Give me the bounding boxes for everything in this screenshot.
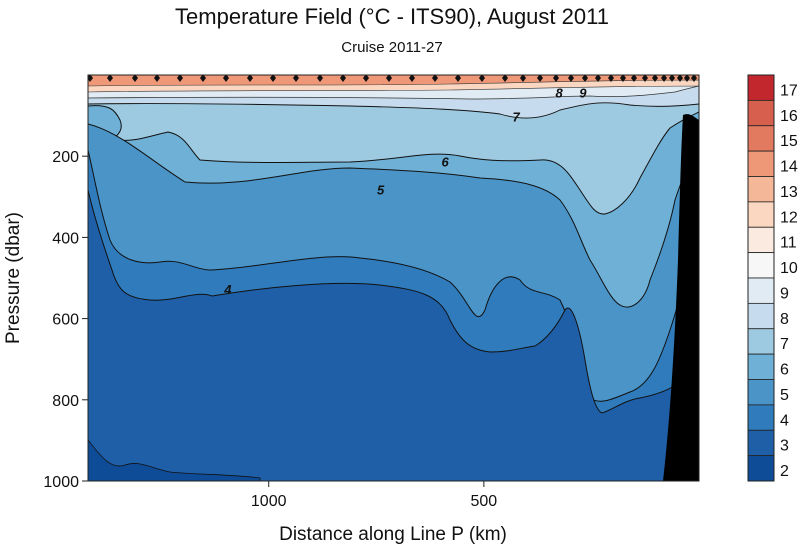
station-marker [684,75,690,82]
station-markers [88,75,697,82]
contour-label-5: 5 [377,183,385,198]
station-marker [537,75,543,82]
station-marker [652,75,658,82]
station-marker [386,75,392,82]
colorbar-label-16: 16 [780,108,798,125]
colorbar-label-3: 3 [780,438,789,455]
colorbar-frame [747,74,775,482]
contour-label-8: 8 [556,85,564,100]
station-marker [661,75,667,82]
plot-area [88,75,699,481]
station-marker [409,75,415,82]
colorbar-label-7: 7 [780,336,789,353]
colorbar-swatch-9 [747,302,775,330]
colorbar-swatch-10 [747,328,775,355]
contour-label-9: 9 [579,85,587,100]
x-tick-label-1: 500 [471,493,498,510]
colorbar-swatch-4 [747,176,775,203]
station-marker [293,75,299,82]
station-marker [669,75,675,82]
station-marker [608,75,614,82]
colorbar-label-12: 12 [780,209,798,226]
colorbar-swatch-6 [747,226,775,254]
station-marker [88,75,93,82]
plot-frame [87,74,700,482]
station-marker [317,75,323,82]
colorbar-label-9: 9 [780,285,789,302]
y-tick-label-0: 200 [52,149,79,166]
colorbar-swatch-0 [747,74,775,101]
colorbar-label-15: 15 [780,133,798,150]
station-marker [200,75,206,82]
station-marker [582,75,588,82]
x-tick-label-0: 1000 [251,493,287,510]
station-marker [223,75,229,82]
station-marker [340,75,346,82]
station-marker [677,75,683,82]
colorbar-label-11: 11 [780,235,797,252]
station-marker [363,75,369,82]
colorbar-swatch-3 [747,150,775,177]
station-marker [520,75,526,82]
x-axis-label: Distance along Line P (km) [279,524,507,545]
station-marker [642,75,648,82]
station-marker [154,75,160,82]
band-3-4 [88,189,699,481]
chart-subtitle: Cruise 2011-27 [341,39,442,56]
station-marker [479,75,485,82]
colorbar-label-6: 6 [780,362,789,379]
station-marker [620,75,626,82]
colorbar-label-14: 14 [780,159,798,176]
colorbar-label-10: 10 [780,260,798,277]
colorbar-swatch-7 [747,252,775,279]
colorbar-swatch-2 [747,125,775,152]
station-marker [595,75,601,82]
colorbar-swatch-13 [747,404,775,431]
station-marker [270,75,276,82]
colorbar-label-8: 8 [780,311,789,328]
colorbar-swatch-1 [747,99,775,127]
band-2-3 [88,439,261,481]
colorbar-swatch-14 [747,429,775,457]
station-marker [553,75,559,82]
station-marker [107,75,113,82]
colorbar-swatch-15 [747,455,775,482]
station-marker [455,75,461,82]
colorbar-swatch-11 [747,353,775,380]
colorbar-label-13: 13 [780,184,798,201]
colorbar-label-5: 5 [780,387,789,404]
y-axis-ticks: 200 400 600 800 1000 [43,149,88,491]
y-tick-label-4: 1000 [43,474,79,491]
station-marker [631,75,637,82]
y-axis-label: Pressure (dbar) [3,212,24,344]
chart-title: Temperature Field (°C - ITS90), August 2… [175,4,609,29]
contour-label-7: 7 [513,110,521,125]
y-tick-label-2: 600 [52,312,79,329]
station-marker [132,75,138,82]
station-marker [691,75,697,82]
station-marker [177,75,183,82]
contour-label-6: 6 [442,154,450,169]
colorbar-swatch-5 [747,201,775,228]
x-axis-ticks: 1000 500 [251,481,497,510]
colorbar-label-2: 2 [780,463,789,480]
colorbar: 17 16 15 14 13 12 11 10 9 8 7 6 5 4 3 2 [747,74,798,482]
contour-labels: 98 7 6 5 4 [223,85,587,297]
station-marker [432,75,438,82]
station-marker [568,75,574,82]
colorbar-label-17: 17 [780,82,798,99]
seafloor-bathymetry [663,114,699,481]
station-marker [247,75,253,82]
colorbar-swatch-8 [747,277,775,304]
colorbar-swatch-12 [747,379,775,406]
colorbar-label-4: 4 [780,412,789,429]
y-tick-label-3: 800 [52,393,79,410]
y-tick-label-1: 400 [52,230,79,247]
station-marker [502,75,508,82]
contour-label-4: 4 [223,282,232,297]
